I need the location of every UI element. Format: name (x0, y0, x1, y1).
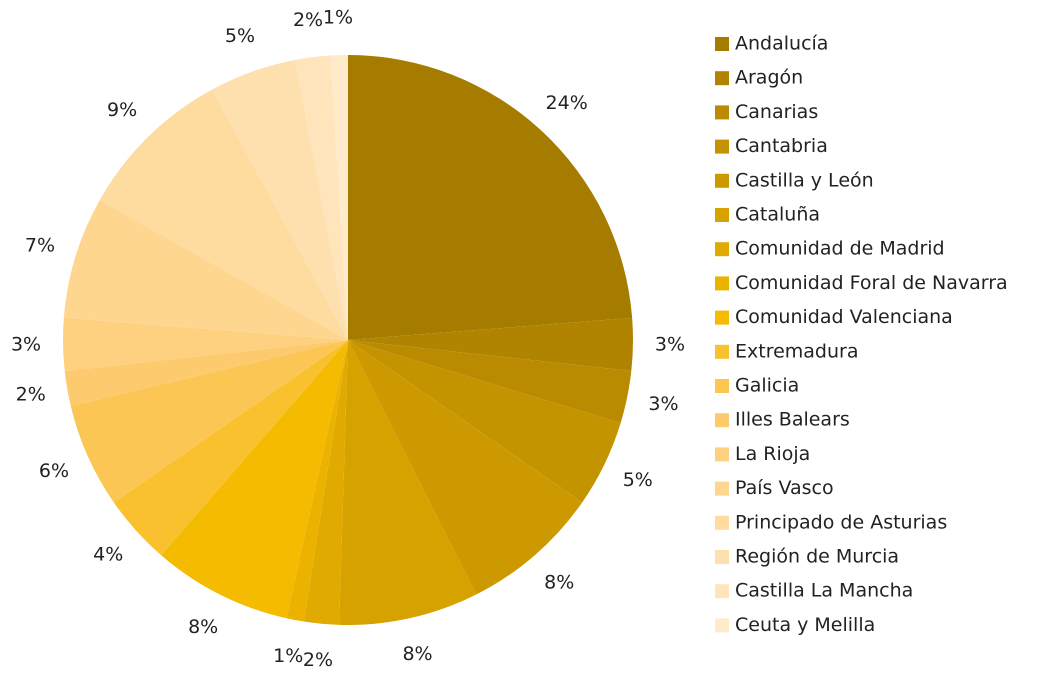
data-label: 1% (273, 645, 303, 667)
pie-slice (339, 340, 477, 625)
legend-label: Andalucía (735, 33, 828, 55)
legend-label: Illes Balears (735, 409, 850, 431)
data-label: 5% (225, 25, 255, 47)
pie-slice (295, 55, 348, 341)
legend-swatch (715, 242, 729, 257)
legend-label: Galicia (735, 375, 799, 397)
legend-label: Extremadura (735, 340, 859, 362)
legend-swatch (715, 481, 729, 496)
data-label: 8% (544, 572, 574, 594)
pie-slice (348, 340, 632, 423)
legend-label: Comunidad de Madrid (735, 238, 945, 260)
legend-swatch (715, 550, 729, 564)
data-label: 7% (25, 235, 55, 257)
legend-label: Cataluña (735, 204, 820, 226)
legend-swatch (715, 37, 729, 51)
data-label: 2% (293, 9, 323, 31)
data-label: 4% (93, 543, 123, 565)
pie-slice (113, 340, 348, 556)
data-label: 2% (303, 649, 333, 671)
pie-slice (348, 340, 621, 503)
data-label: 24% (546, 92, 588, 114)
data-label: 6% (39, 460, 69, 482)
pie-slice (161, 340, 348, 619)
legend-swatch (715, 447, 729, 462)
pie-slice (63, 317, 349, 371)
pie-slice (303, 340, 348, 625)
legend-label: Comunidad Foral de Navarra (735, 272, 1008, 294)
legend-label: Cantabria (735, 135, 828, 157)
pie-slice (70, 340, 348, 503)
data-label: 1% (323, 7, 353, 29)
data-label: 3% (648, 393, 678, 415)
data-label: 9% (107, 99, 137, 121)
legend-label: Comunidad Valenciana (735, 306, 953, 328)
legend-swatch (715, 515, 729, 530)
pie-slice (348, 317, 633, 371)
pie-slice (348, 340, 583, 595)
data-label: 2% (16, 383, 46, 405)
pie-slice (330, 55, 348, 340)
legend-swatch (715, 276, 729, 291)
legend-swatch (715, 71, 729, 86)
legend-swatch (715, 584, 729, 599)
legend-swatch (715, 618, 729, 633)
data-label: 8% (188, 616, 218, 638)
legend-swatch (715, 105, 729, 120)
data-label: 3% (11, 334, 41, 356)
legend-label: Principado de Asturias (735, 511, 947, 533)
pie-slice (63, 200, 348, 340)
pie-slice (286, 340, 348, 622)
legend-swatch (715, 173, 729, 188)
pie-slice (64, 340, 348, 406)
legend-swatch (715, 310, 729, 325)
legend-label: Castilla y León (735, 169, 874, 191)
pie-slice (348, 55, 633, 340)
legend-label: Región de Murcia (735, 546, 899, 568)
legend-swatch (715, 413, 729, 428)
legend-swatch (715, 344, 729, 359)
legend-label: La Rioja (735, 443, 810, 465)
legend-label: Castilla La Mancha (735, 580, 913, 602)
legend-swatch (715, 208, 729, 222)
legend-label: Canarias (735, 101, 818, 123)
data-label: 3% (655, 334, 685, 356)
pie-slice (99, 89, 349, 340)
data-label: 8% (402, 643, 432, 665)
legend-label: País Vasco (735, 477, 834, 499)
data-label: 5% (623, 469, 653, 491)
legend-label: Ceuta y Melilla (735, 614, 875, 636)
legend-swatch (715, 379, 729, 393)
pie-slice (211, 59, 348, 341)
legend-swatch (715, 139, 729, 154)
legend-label: Aragón (735, 67, 803, 89)
